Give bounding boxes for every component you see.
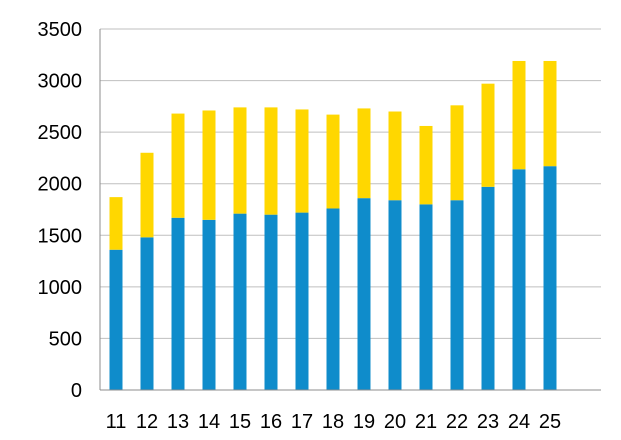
bar-segment-lower — [233, 213, 247, 390]
y-tick-label: 500 — [49, 328, 82, 350]
bar-segment-upper — [264, 107, 278, 215]
x-tick-label: 16 — [260, 411, 282, 433]
bar-segment-lower — [295, 212, 309, 390]
x-tick-label: 22 — [446, 411, 468, 433]
y-tick-label: 3000 — [38, 71, 83, 93]
bar-segment-lower — [326, 208, 340, 390]
bar-segment-upper — [326, 114, 340, 209]
x-tick-label: 18 — [322, 411, 344, 433]
x-tick-label: 17 — [291, 411, 313, 433]
x-tick-label: 11 — [106, 411, 127, 433]
x-tick-label: 13 — [167, 411, 189, 433]
bar-segment-lower — [419, 204, 433, 390]
bar-segment-upper — [388, 111, 402, 201]
bar-segment-lower — [543, 166, 557, 390]
bar-segment-upper — [357, 108, 371, 199]
bar-segment-upper — [450, 105, 464, 201]
y-tick-label: 2500 — [38, 122, 83, 144]
bar-segment-upper — [202, 110, 216, 220]
x-tick-label: 24 — [508, 411, 530, 433]
x-tick-label: 14 — [198, 411, 220, 433]
y-tick-label: 1500 — [38, 225, 83, 247]
x-tick-label: 15 — [229, 411, 251, 433]
x-tick-label: 23 — [477, 411, 499, 433]
bar-segment-lower — [202, 219, 216, 390]
bar-segment-upper — [543, 60, 557, 167]
bar-segment-lower — [264, 214, 278, 390]
x-tick-label: 21 — [415, 411, 437, 433]
bar-segment-lower — [140, 237, 154, 390]
bar-segment-upper — [295, 109, 309, 213]
bar-segment-upper — [481, 83, 495, 187]
y-tick-label: 2000 — [38, 174, 83, 196]
bar-segment-lower — [357, 198, 371, 390]
bar-segment-upper — [171, 113, 185, 218]
x-tick-label: 19 — [353, 411, 375, 433]
tick-labels: 0 500 1000 1500 2000 2500 3000 3500 11 12 13 14 15 16… — [38, 19, 562, 433]
bar-segment-upper — [233, 107, 247, 214]
bar-segment-lower — [109, 249, 123, 390]
bar-segment-upper — [109, 197, 123, 250]
bar-segment-lower — [388, 200, 402, 390]
axes — [99, 29, 601, 391]
bar-segment-lower — [512, 169, 526, 390]
bar-segment-lower — [481, 186, 495, 390]
bar-segment-lower — [171, 217, 185, 390]
y-tick-label: 0 — [71, 380, 82, 402]
x-tick-label: 20 — [384, 411, 406, 433]
y-tick-label: 1000 — [38, 277, 83, 299]
bar-segment-upper — [140, 152, 154, 238]
x-tick-label: 12 — [136, 411, 158, 433]
bar-segment-upper — [512, 60, 526, 170]
bar-segment-lower — [450, 200, 464, 390]
x-tick-label: 25 — [539, 411, 561, 433]
y-tick-label: 3500 — [38, 19, 83, 41]
bar-series-group — [109, 60, 557, 390]
bar-segment-upper — [419, 125, 433, 205]
